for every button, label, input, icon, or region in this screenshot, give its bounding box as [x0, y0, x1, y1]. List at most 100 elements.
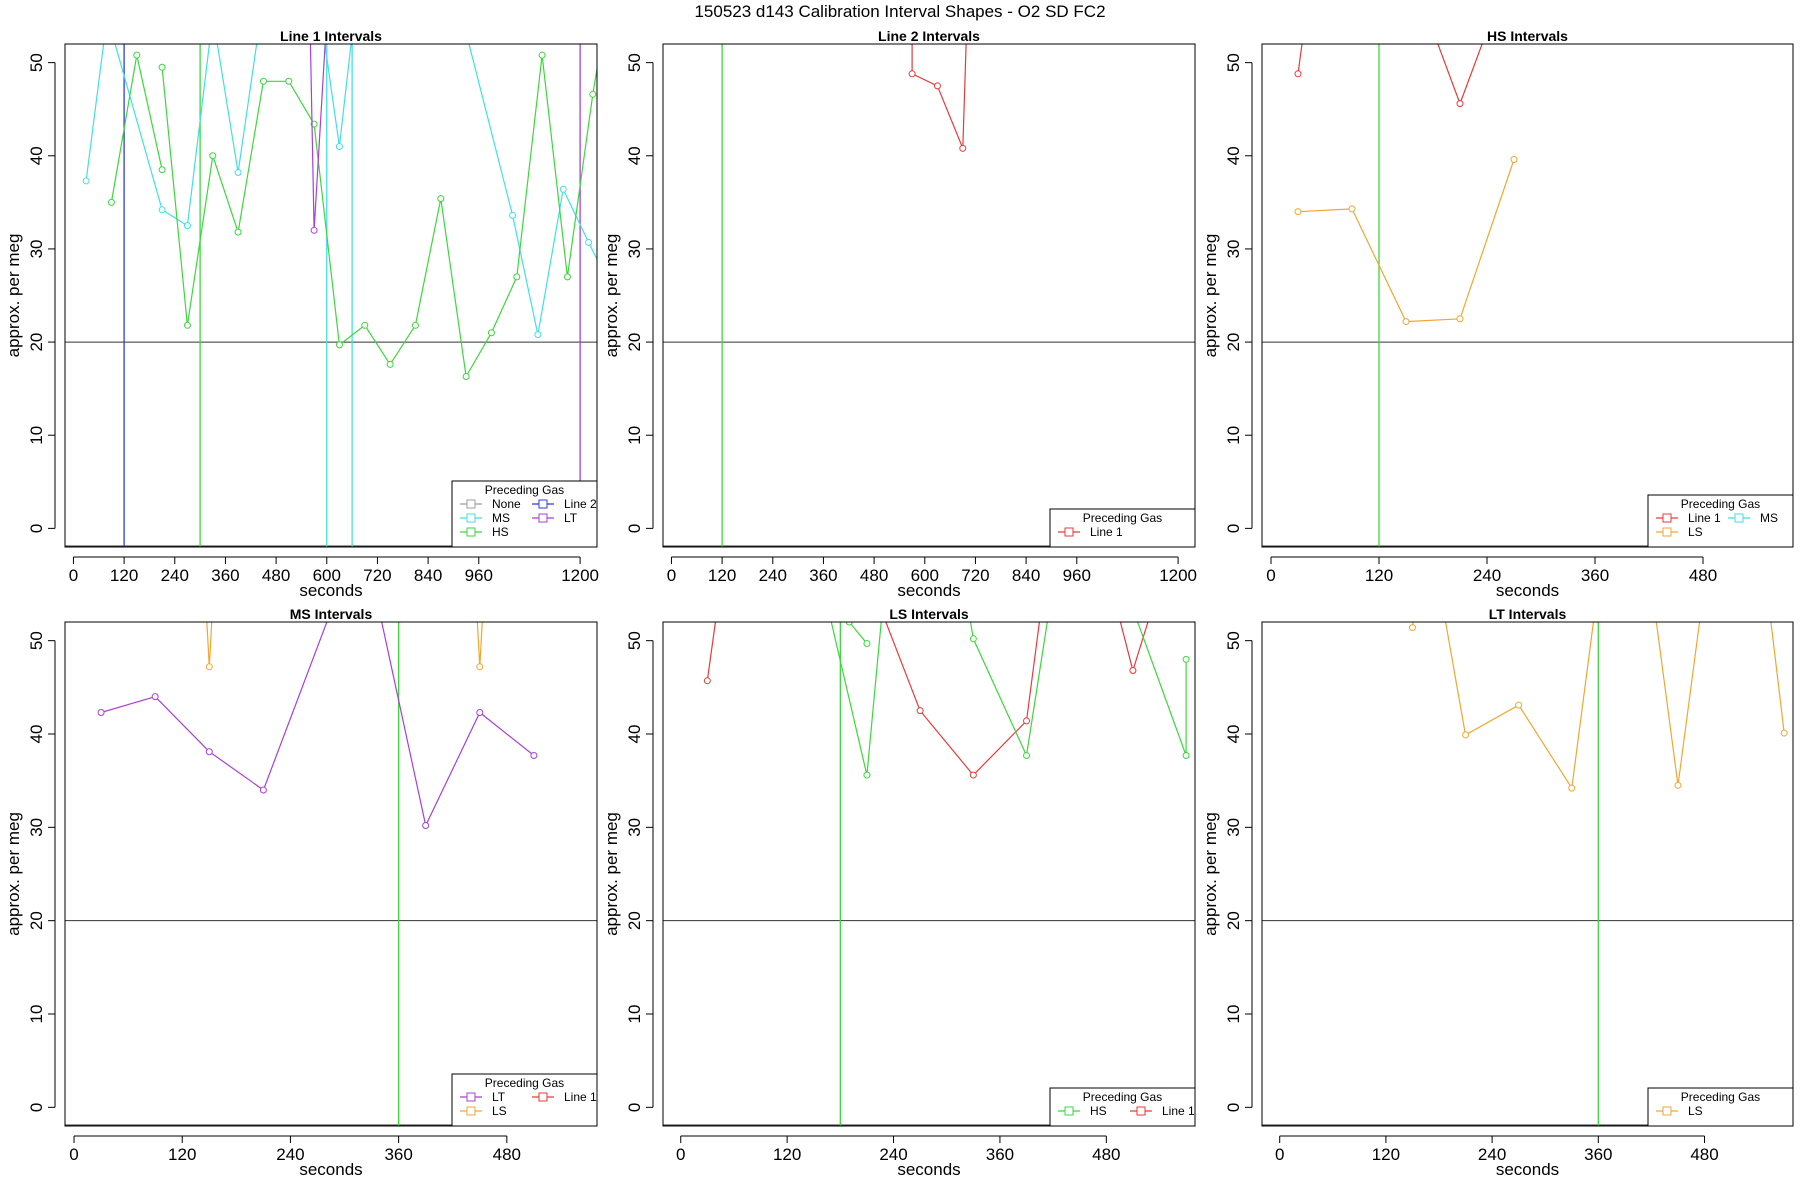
y-tick-label: 0 — [27, 524, 46, 533]
series-line-line-1 — [1297, 44, 1303, 74]
legend-entry-label: LS — [1688, 1104, 1703, 1118]
data-point — [933, 82, 941, 90]
data-point — [476, 663, 484, 671]
x-axis-label: seconds — [1496, 581, 1559, 600]
data-point — [1294, 70, 1302, 78]
legend-swatch-marker — [1734, 513, 1744, 523]
legend-entry-label: LT — [492, 1090, 506, 1104]
x-tick-label: 0 — [69, 566, 78, 585]
data-point — [82, 177, 90, 185]
y-tick-label: 30 — [1224, 239, 1243, 258]
legend-swatch-marker — [1064, 527, 1074, 537]
legend-entry-label: LS — [492, 1104, 507, 1118]
y-tick-label: 50 — [1224, 631, 1243, 650]
x-tick-label: 840 — [414, 566, 442, 585]
x-tick-label: 240 — [759, 566, 787, 585]
chart-panel-5: LS Intervals 0 120 240 360 480 seconds 0 10 20 30 4… — [602, 606, 1196, 1179]
x-tick-label: 480 — [1690, 1145, 1718, 1164]
x-tick-label: 360 — [986, 1145, 1014, 1164]
x-tick-label: 0 — [1266, 566, 1275, 585]
plot-area — [1262, 622, 1793, 1126]
legend-entry-label: MS — [1760, 511, 1778, 525]
series-line-line-1 — [1119, 622, 1149, 673]
x-tick-label: 0 — [1275, 1145, 1284, 1164]
legend-title: Preceding Gas — [1681, 497, 1760, 511]
legend-swatch-marker — [1136, 1106, 1146, 1116]
data-point — [559, 185, 567, 193]
plot-area — [65, 622, 597, 1126]
series-line-ms — [468, 44, 597, 335]
x-tick-label: 600 — [313, 566, 341, 585]
data-point — [158, 206, 166, 214]
panel-title: Line 2 Intervals — [878, 28, 980, 44]
legend-title: Preceding Gas — [1083, 1090, 1162, 1104]
plot-frame — [64, 43, 598, 548]
x-axis-label: seconds — [897, 1160, 960, 1179]
plot-frame — [662, 43, 1196, 548]
y-tick-label: 0 — [625, 524, 644, 533]
chart-panel-1: Line 1 Intervals 0 120 240 360 480 600 720 840 96… — [4, 28, 599, 600]
x-tick-label: 1200 — [1159, 566, 1197, 585]
data-point — [845, 622, 853, 626]
plot-frame — [662, 621, 1196, 1127]
y-axis-label: approx. per meg — [602, 812, 621, 936]
data-point — [183, 321, 191, 329]
data-point — [1129, 667, 1137, 675]
legend-box — [1647, 494, 1794, 548]
data-point — [513, 273, 521, 281]
x-tick-label: 720 — [363, 566, 391, 585]
y-tick-label: 40 — [1224, 725, 1243, 744]
x-tick-label: 840 — [1012, 566, 1040, 585]
data-point — [234, 169, 242, 177]
data-point — [487, 329, 495, 337]
x-tick-label: 0 — [676, 1145, 685, 1164]
y-tick-label: 30 — [27, 239, 46, 258]
x-tick-label: 240 — [161, 566, 189, 585]
legend-entry-label: LS — [1688, 525, 1703, 539]
y-tick-label: 0 — [625, 1103, 644, 1112]
series-line-line-1 — [706, 622, 717, 681]
y-tick-label: 20 — [1224, 911, 1243, 930]
legend-title: Preceding Gas — [1681, 1090, 1760, 1104]
data-point — [361, 321, 369, 329]
data-point — [1462, 731, 1470, 739]
x-tick-label: 240 — [1478, 1145, 1506, 1164]
y-tick-label: 30 — [625, 239, 644, 258]
data-point — [422, 821, 430, 829]
y-tick-label: 40 — [27, 146, 46, 165]
data-point — [310, 226, 318, 234]
x-tick-label: 480 — [1689, 566, 1717, 585]
data-point — [863, 771, 871, 779]
panel-title: LT Intervals — [1489, 606, 1567, 622]
legend-swatch-marker — [538, 1092, 548, 1102]
legend-swatch-marker — [1662, 1106, 1672, 1116]
data-point — [969, 771, 977, 779]
data-point — [530, 751, 538, 759]
data-point — [1023, 717, 1031, 725]
y-tick-label: 0 — [27, 1103, 46, 1112]
plot-area — [663, 44, 1195, 547]
data-point — [1674, 781, 1682, 789]
x-tick-label: 120 — [168, 1145, 196, 1164]
x-tick-label: 480 — [860, 566, 888, 585]
data-point — [969, 635, 977, 643]
y-axis-label: approx. per meg — [4, 234, 23, 358]
x-tick-label: 360 — [1584, 1145, 1612, 1164]
y-tick-label: 40 — [27, 725, 46, 744]
panel-title: HS Intervals — [1487, 28, 1568, 44]
data-point — [209, 152, 217, 160]
series-line-ls — [1770, 622, 1785, 734]
legend-swatch-marker — [1064, 1106, 1074, 1116]
data-point — [1568, 784, 1576, 792]
legend-box — [451, 1073, 598, 1127]
chart-panel-6: LT Intervals 0 120 240 360 480 seconds 0 10 20 30 4… — [1201, 606, 1794, 1179]
y-tick-label: 30 — [1224, 818, 1243, 837]
data-point — [476, 709, 484, 717]
plot-area — [663, 622, 1195, 1126]
legend-entry-label: None — [492, 497, 521, 511]
y-tick-label: 50 — [27, 631, 46, 650]
data-point — [916, 707, 924, 715]
